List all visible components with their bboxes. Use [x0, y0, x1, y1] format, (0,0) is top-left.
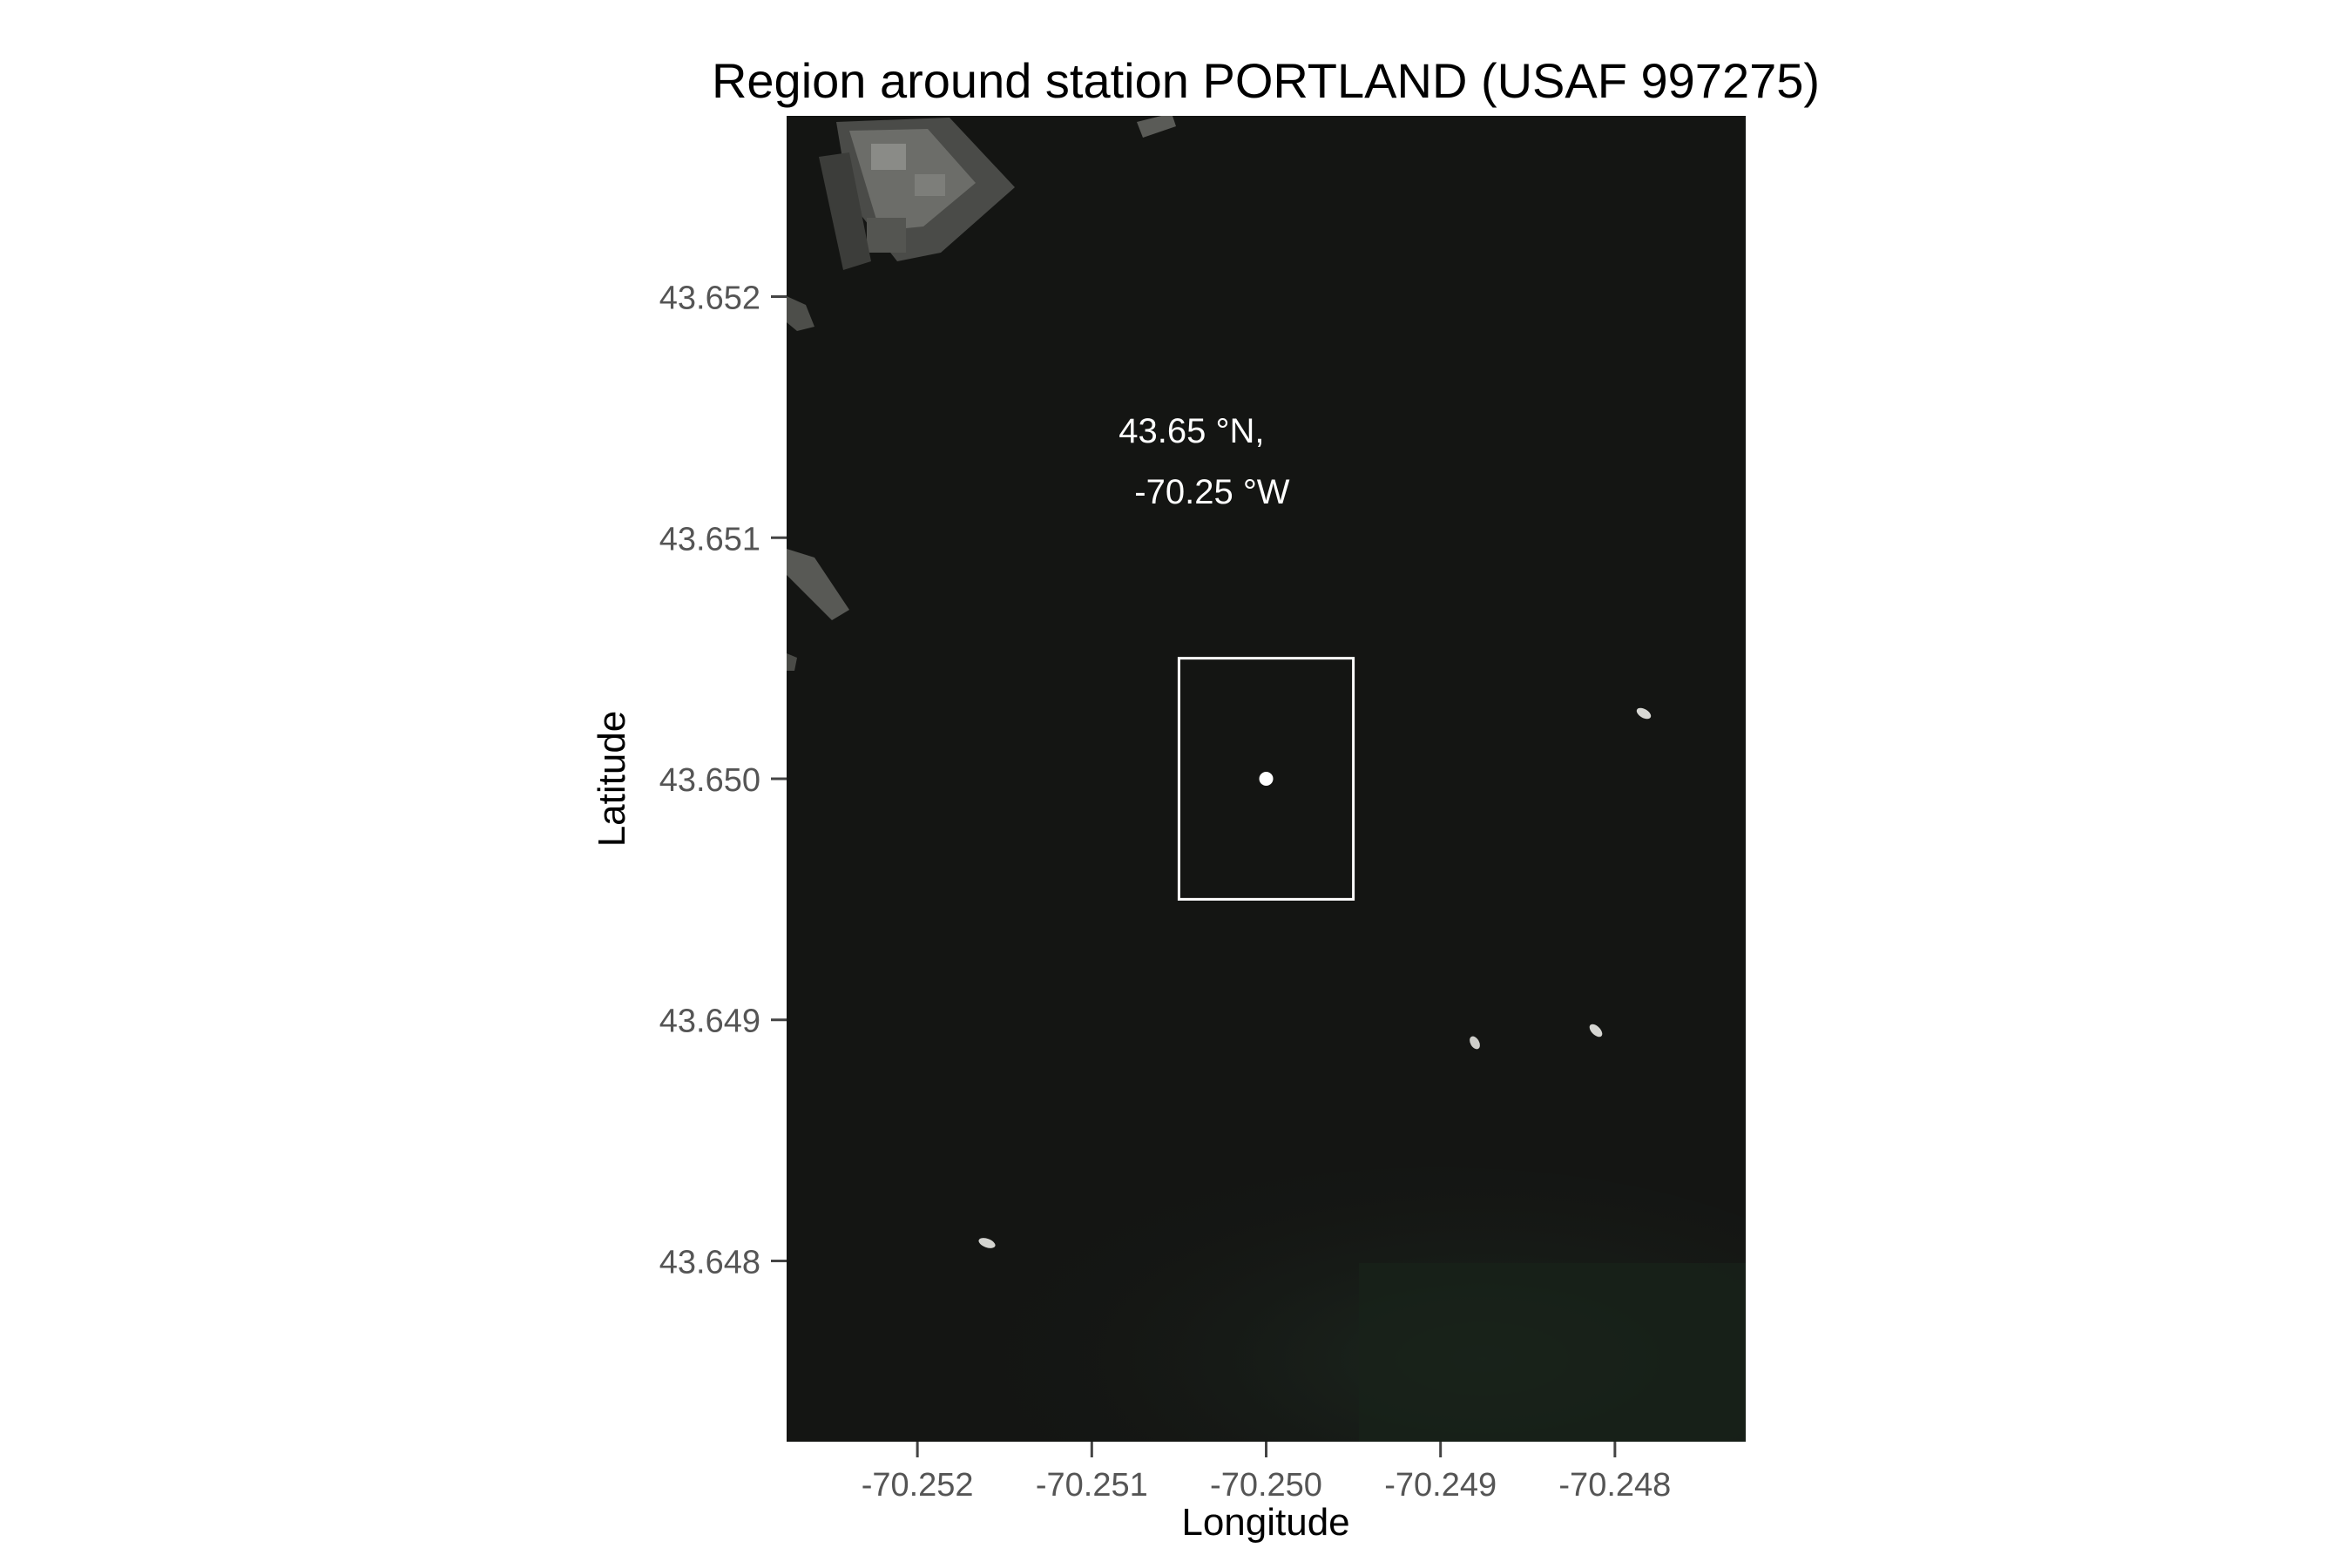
x-axis-label: Longitude: [1181, 1501, 1349, 1544]
x-tick-label: -70.251: [1036, 1467, 1148, 1504]
station-marker: [1259, 772, 1274, 786]
coordinate-label: 43.65 °N, -70.25 °W: [1119, 412, 1290, 511]
map-title: Region around station PORTLAND (USAF 997…: [712, 53, 1820, 108]
boat: [1589, 1024, 1603, 1037]
x-axis: -70.252 -70.251 -70.250 -70.249 -70.248: [862, 1442, 1671, 1504]
y-tick-label: 43.651: [659, 521, 760, 558]
boat: [1636, 707, 1652, 720]
y-tick-label: 43.648: [659, 1244, 760, 1281]
shoal-patch: [1359, 1263, 1746, 1442]
y-axis-label: Latitude: [591, 711, 633, 848]
coordinate-longitude: -70.25 °W: [1134, 473, 1290, 511]
x-tick-label: -70.249: [1384, 1467, 1497, 1504]
pier-structure: [787, 653, 797, 671]
coordinate-latitude: 43.65 °N,: [1119, 412, 1264, 450]
boat: [978, 1238, 996, 1248]
y-tick-label: 43.650: [659, 762, 760, 799]
y-tick-label: 43.652: [659, 280, 760, 317]
pier-structure: [787, 549, 849, 620]
x-tick-label: -70.252: [862, 1467, 974, 1504]
pier-structure: [1137, 116, 1176, 138]
satellite-background: [787, 116, 1746, 1442]
y-axis: 43.648 43.649 43.650 43.651 43.652: [659, 280, 787, 1281]
wharf-building: [819, 118, 1015, 270]
pier-structure: [787, 296, 814, 331]
x-tick-label: -70.248: [1558, 1467, 1671, 1504]
x-tick-label: -70.250: [1210, 1467, 1322, 1504]
station-box: [1177, 657, 1355, 901]
y-tick-label: 43.649: [659, 1004, 760, 1040]
boat: [1470, 1036, 1480, 1050]
